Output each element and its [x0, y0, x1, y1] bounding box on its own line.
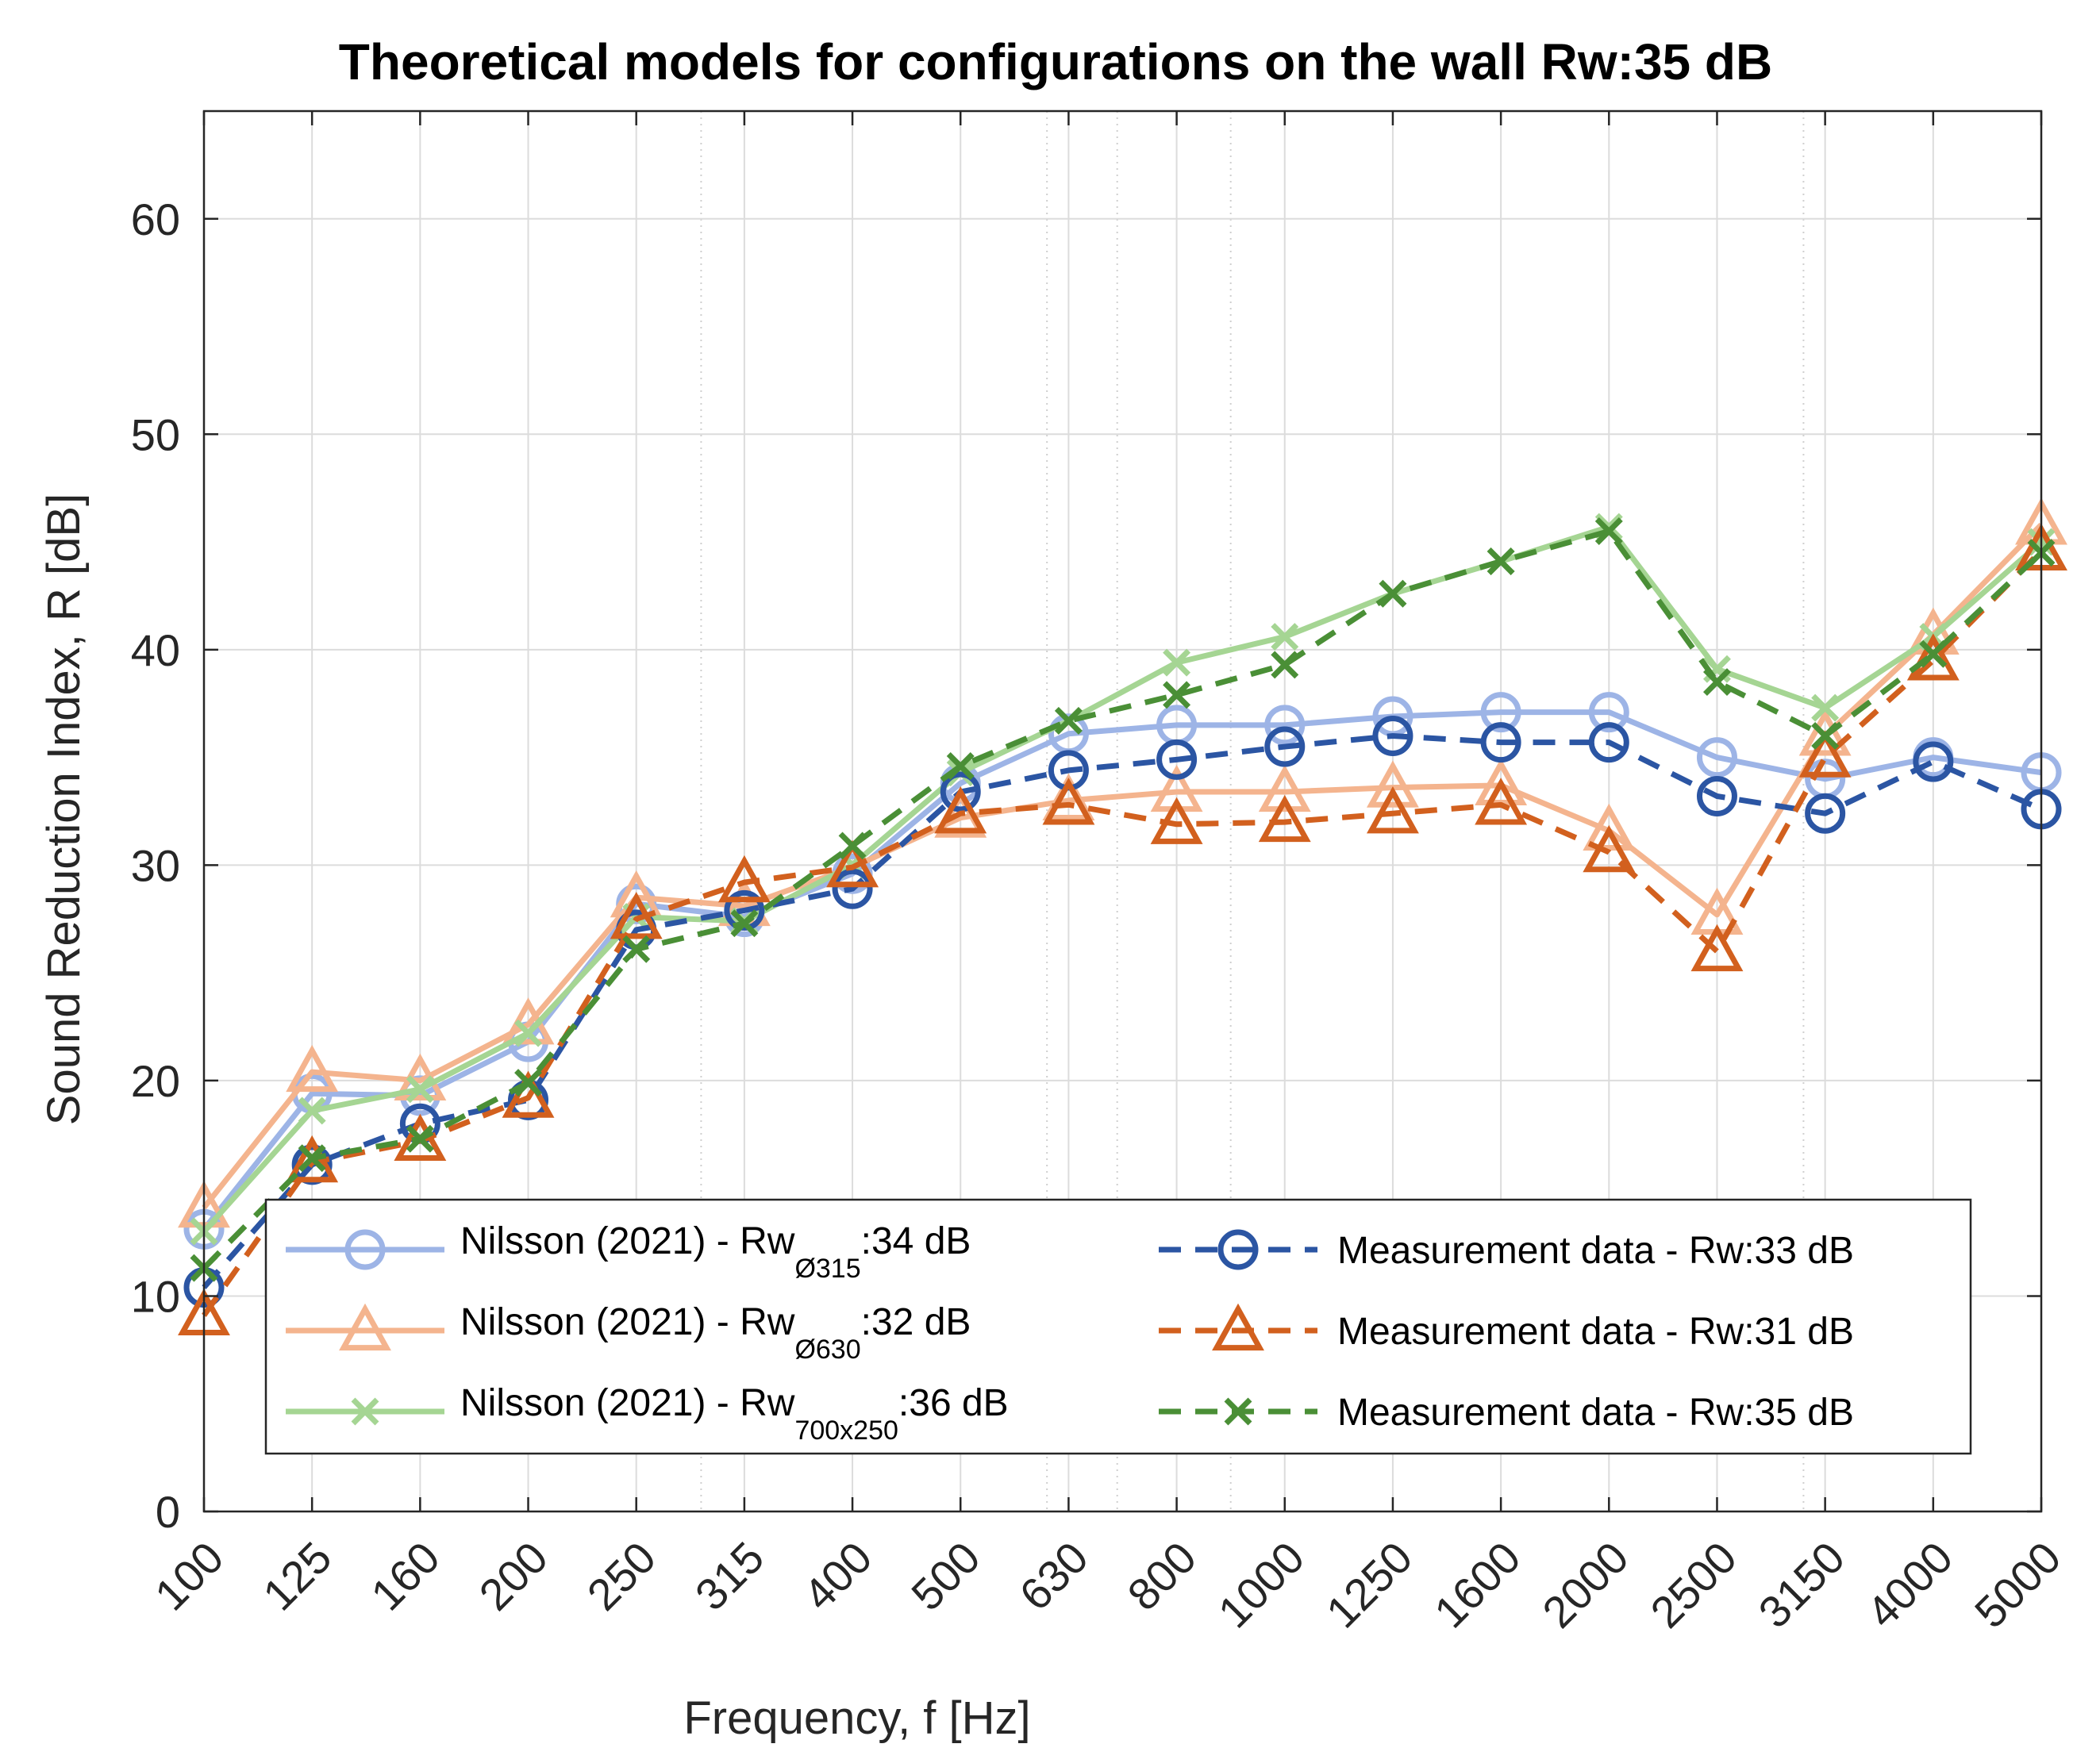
data-point — [514, 1019, 543, 1047]
data-point — [934, 786, 987, 834]
data-point — [622, 935, 651, 963]
data-point — [1594, 517, 1623, 545]
data-point — [610, 892, 663, 939]
data-point — [406, 1075, 434, 1104]
plot-frame — [202, 109, 2043, 1513]
legend-label: Measurement data - Rw:31 dB — [1337, 1311, 1854, 1353]
data-point — [940, 771, 981, 812]
data-point — [1805, 793, 1846, 834]
series-line — [202, 528, 2044, 1270]
data-point — [1271, 623, 1299, 651]
legend-marker — [1224, 1397, 1252, 1426]
data-point — [1798, 709, 1852, 756]
legend-entry: Measurement data - Rw:31 dB — [1159, 1303, 1854, 1353]
data-point — [1588, 722, 1629, 763]
y-tick-label: 10 — [131, 1271, 180, 1321]
data-point — [514, 1069, 543, 1097]
data-point — [1913, 741, 1954, 782]
series-6 — [190, 517, 2056, 1282]
data-point — [1366, 786, 1419, 834]
y-tick-label: 20 — [131, 1056, 180, 1106]
legend-marker — [351, 1397, 379, 1426]
data-point — [826, 839, 879, 888]
data-point — [1480, 692, 1521, 733]
data-point — [298, 1144, 326, 1173]
legend-marker — [1217, 1229, 1259, 1270]
data-point — [286, 1044, 339, 1093]
legend: Nilsson (2021) - RwØ315:34 dB Nilsson (20… — [264, 1198, 1972, 1455]
data-point — [717, 855, 771, 903]
data-point — [1798, 730, 1852, 778]
legend-entry: Nilsson (2021) - RwØ630:32 dB — [286, 1301, 971, 1365]
data-point — [286, 1135, 339, 1183]
data-point — [1258, 764, 1311, 812]
data-point — [1811, 693, 1840, 722]
data-point — [1588, 692, 1629, 733]
data-point — [1690, 924, 1744, 972]
legend-label: Nilsson (2021) - RwØ315:34 dB — [460, 1220, 971, 1284]
data-point — [730, 909, 759, 938]
data-point — [1258, 794, 1311, 843]
data-point — [1379, 579, 1407, 608]
y-tick-label: 40 — [131, 625, 180, 675]
data-point — [1366, 760, 1419, 808]
data-point — [1583, 824, 1636, 873]
series-line — [202, 524, 2044, 1234]
legend-box — [264, 1198, 1972, 1455]
y-tick-label: 0 — [156, 1487, 180, 1537]
data-point — [298, 1097, 326, 1125]
data-point — [1150, 797, 1203, 844]
data-point — [1042, 778, 1095, 825]
y-tick-label: 60 — [131, 194, 180, 244]
data-point — [724, 889, 765, 931]
data-point — [946, 752, 975, 780]
legend-marker — [344, 1229, 386, 1270]
data-point — [838, 832, 867, 860]
data-point — [394, 1113, 447, 1162]
legend-marker — [339, 1303, 391, 1351]
data-point — [1702, 668, 1731, 697]
legend-label: Measurement data - Rw:35 dB — [1337, 1392, 1854, 1434]
data-point — [1919, 640, 1948, 668]
y-tick-label: 30 — [131, 840, 180, 890]
data-point — [1156, 739, 1198, 780]
data-point — [406, 1124, 434, 1153]
data-point — [1150, 764, 1203, 812]
series-2 — [178, 497, 2067, 1228]
data-point — [1264, 726, 1306, 767]
data-point — [1264, 705, 1306, 746]
data-point — [1475, 778, 1528, 825]
legend-entry: Nilsson (2021) - Rw700x250:36 dB — [286, 1382, 1009, 1446]
y-tick-label: 50 — [131, 409, 180, 459]
data-point — [1811, 721, 1840, 750]
legend-entry: Measurement data - Rw:33 dB — [1159, 1229, 1854, 1272]
data-point — [1054, 706, 1083, 735]
data-point — [1163, 648, 1191, 677]
chart-title: Theoretical models for configurations on… — [339, 33, 1772, 90]
data-point — [1696, 775, 1737, 816]
data-point — [1480, 722, 1521, 763]
data-point — [1906, 633, 1960, 681]
data-point — [1271, 651, 1299, 679]
data-point — [1487, 547, 1515, 575]
data-point — [1583, 803, 1636, 851]
legend-entry: Nilsson (2021) - RwØ315:34 dB — [286, 1220, 971, 1284]
legend-label: Nilsson (2021) - Rw700x250:36 dB — [460, 1382, 1009, 1446]
data-point — [1696, 737, 1737, 778]
y-axis-label: Sound Reduction Index, R [dB] — [38, 494, 90, 1125]
data-point — [1372, 715, 1413, 756]
legend-marker — [1212, 1303, 1264, 1351]
legend-entry: Measurement data - Rw:35 dB — [1159, 1392, 1854, 1434]
legend-label: Measurement data - Rw:33 dB — [1337, 1230, 1854, 1272]
data-point — [1163, 681, 1191, 709]
legend-label: Nilsson (2021) - RwØ630:32 dB — [460, 1301, 971, 1365]
data-point — [832, 868, 873, 909]
x-axis-label: Frequency, f [Hz] — [683, 1692, 1030, 1744]
